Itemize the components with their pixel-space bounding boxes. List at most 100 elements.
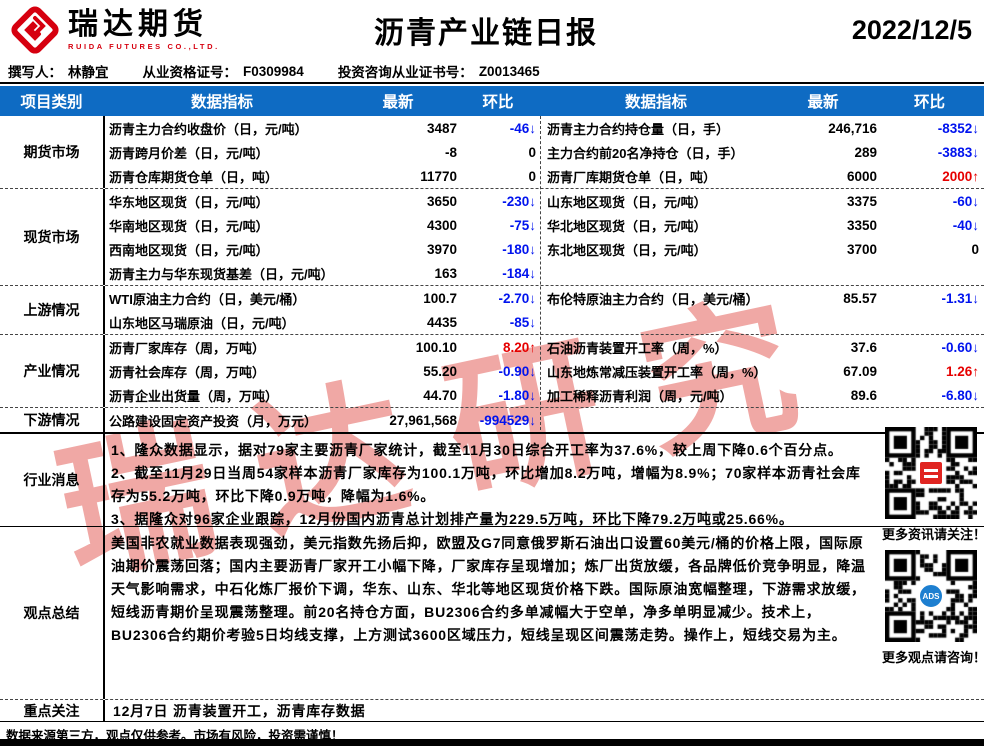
value-cell: 4300	[426, 217, 457, 233]
opinion-text: 美国非农就业数据表现强劲，美元指数先扬后抑，欧盟及G7同意俄罗斯石油出口设置60…	[111, 535, 866, 643]
indicator-cell: 主力合约前20名净持仓（日，手）	[547, 145, 744, 161]
change-cell: -1.80↓	[498, 387, 536, 403]
value-cell: 67.09	[843, 363, 877, 379]
focus-text: 12月7日 沥青装置开工，沥青库存数据	[113, 703, 366, 719]
table-row: 公路建设固定资产投资（月，万元） 27,961,568 -994529↓	[105, 408, 984, 432]
value-cell: 44.70	[423, 387, 457, 403]
value-cell: 6000	[846, 168, 877, 184]
byline: 撰写人： 林静宜 从业资格证号： F0309984 投资咨询从业证书号： Z00…	[0, 60, 984, 84]
change-cell: -1.31↓	[941, 290, 979, 306]
table-row: 沥青跨月价差（日，元/吨） -8 0 主力合约前20名净持仓（日，手） 289 …	[105, 140, 984, 164]
change-cell: 1.26↑	[945, 363, 979, 379]
change-cell: -994529↓	[479, 412, 536, 428]
section-label: 现货市场	[0, 189, 105, 285]
value-cell: 289	[854, 144, 877, 160]
indicator-cell: 山东地炼常减压装置开工率（周，%）	[547, 364, 767, 380]
qr-logo-ads-icon: ADS	[918, 583, 944, 609]
page-title: 沥青产业链日报	[374, 17, 598, 50]
qr-caption-follow: 更多资讯请关注！	[882, 527, 984, 542]
table-row: 沥青企业出货量（周，万吨） 44.70 -1.80↓ 加工稀释沥青利润（周，元/…	[105, 383, 984, 407]
value-cell: 3650	[426, 193, 457, 209]
change-cell: -2.70↓	[498, 290, 536, 306]
value-cell: 100.10	[415, 339, 457, 355]
table-row: 沥青社会库存（周，万吨） 55.20 -0.90↓ 山东地炼常减压装置开工率（周…	[105, 359, 984, 383]
section-futures: 期货市场 沥青主力合约收盘价（日，元/吨） 3487 -46↓ 沥青主力合约持仓…	[0, 116, 984, 188]
indicator-cell: WTI原油主力合约（日，美元/桶）	[109, 291, 306, 307]
indicator-cell: 沥青主力合约持仓量（日，手）	[547, 121, 730, 137]
value-cell: 55.20	[423, 363, 457, 379]
news-line: 2、截至11月29日当周54家样本沥青厂家库存为100.1万吨，环比增加8.2万…	[111, 465, 861, 504]
change-cell: 2000↑	[942, 168, 979, 184]
col-category: 项目类别	[20, 94, 83, 111]
section-label: 期货市场	[0, 116, 105, 188]
table-row: 华东地区现货（日，元/吨） 3650 -230↓ 山东地区现货（日，元/吨） 3…	[105, 189, 984, 213]
section-label: 重点关注	[0, 700, 105, 721]
value-cell: 3350	[846, 217, 877, 233]
col-indicator-left: 数据指标	[190, 94, 253, 111]
advisor-number: Z0013465	[478, 63, 540, 79]
value-cell: 3700	[846, 241, 877, 257]
indicator-cell: 石油沥青装置开工率（周，%）	[547, 340, 728, 356]
change-cell: -46↓	[509, 120, 536, 136]
indicator-cell: 沥青仓库期货仓单（日，吨）	[109, 169, 279, 185]
indicator-cell: 东北地区现货（日，元/吨）	[547, 242, 707, 258]
indicator-cell: 华东地区现货（日，元/吨）	[109, 194, 269, 210]
indicator-cell: 西南地区现货（日，元/吨）	[109, 242, 269, 258]
indicator-cell: 山东地区马瑞原油（日，元/吨）	[109, 315, 295, 331]
qr-sidebar: 更多资讯请关注！ ADS 更多观点请咨询！	[882, 427, 984, 673]
qr-logo-ruida-icon	[918, 460, 944, 486]
indicator-cell: 沥青厂家库存（周，万吨）	[109, 340, 266, 356]
cert-label: 从业资格证号：	[142, 65, 238, 80]
change-cell: -40↓	[952, 217, 979, 233]
qr-caption-consult: 更多观点请咨询！	[882, 650, 984, 665]
value-cell: 85.57	[843, 290, 877, 306]
table-header-row: 项目类别 数据指标 最新 环比 数据指标 最新 环比	[0, 86, 984, 116]
change-cell: -6.80↓	[941, 387, 979, 403]
indicator-cell: 沥青企业出货量（周，万吨）	[109, 388, 279, 404]
col-ratio-left: 环比	[482, 94, 514, 111]
value-cell: 27,961,568	[389, 412, 457, 428]
section-label: 上游情况	[0, 286, 105, 334]
change-cell: 8.20↑	[502, 339, 536, 355]
qr-code-follow	[885, 427, 977, 519]
report-date: 2022/12/5	[851, 14, 972, 45]
report-header: 瑞达期货 RUIDA FUTURES CO.,LTD. 沥青产业链日报 2022…	[0, 0, 984, 60]
brand-subtitle: RUIDA FUTURES CO.,LTD.	[68, 41, 220, 51]
news-line: 1、隆众数据显示，据对79家主要沥青厂家统计，截至11月30日综合开工率为37.…	[111, 442, 843, 458]
value-cell: 3375	[846, 193, 877, 209]
section-spot: 现货市场 华东地区现货（日，元/吨） 3650 -230↓ 山东地区现货（日，元…	[0, 188, 984, 285]
advisor-label: 投资咨询从业证书号：	[337, 65, 473, 80]
change-cell: 0	[528, 144, 536, 160]
section-label: 下游情况	[0, 408, 105, 432]
col-latest-right: 最新	[807, 94, 839, 111]
indicator-cell: 华南地区现货（日，元/吨）	[109, 218, 269, 234]
value-cell: 3970	[426, 241, 457, 257]
indicator-cell: 布伦特原油主力合约（日，美元/桶）	[547, 291, 759, 307]
change-cell: -184↓	[502, 265, 536, 281]
table-row: 华南地区现货（日，元/吨） 4300 -75↓ 华北地区现货（日，元/吨） 33…	[105, 213, 984, 237]
bottom-bar	[0, 739, 984, 746]
change-cell: -60↓	[952, 193, 979, 209]
value-cell: 11770	[420, 168, 457, 184]
author-name: 林静宜	[68, 65, 109, 80]
col-indicator-right: 数据指标	[624, 94, 687, 111]
section-label: 产业情况	[0, 335, 105, 407]
indicator-cell: 沥青厂库期货仓单（日，吨）	[547, 169, 717, 185]
change-cell: -0.60↓	[941, 339, 979, 355]
change-cell: -75↓	[509, 217, 536, 233]
col-latest-left: 最新	[382, 94, 414, 111]
value-cell: 100.7	[423, 290, 457, 306]
change-cell: -180↓	[502, 241, 536, 257]
indicator-cell: 沥青主力合约收盘价（日，元/吨）	[109, 121, 308, 137]
change-cell: 0	[528, 168, 536, 184]
change-cell: -85↓	[509, 314, 536, 330]
value-cell: 89.6	[850, 387, 877, 403]
brand-block: 瑞达期货 RUIDA FUTURES CO.,LTD.	[0, 5, 310, 55]
table-row: 沥青仓库期货仓单（日，吨） 11770 0 沥青厂库期货仓单（日，吨） 6000…	[105, 164, 984, 188]
indicator-cell: 华北地区现货（日，元/吨）	[547, 218, 707, 234]
change-cell: -0.90↓	[498, 363, 536, 379]
table-row: 沥青厂家库存（周，万吨） 100.10 8.20↑ 石油沥青装置开工率（周，%）…	[105, 335, 984, 359]
value-cell: 3487	[426, 120, 457, 136]
table-body: 期货市场 沥青主力合约收盘价（日，元/吨） 3487 -46↓ 沥青主力合约持仓…	[0, 116, 984, 722]
